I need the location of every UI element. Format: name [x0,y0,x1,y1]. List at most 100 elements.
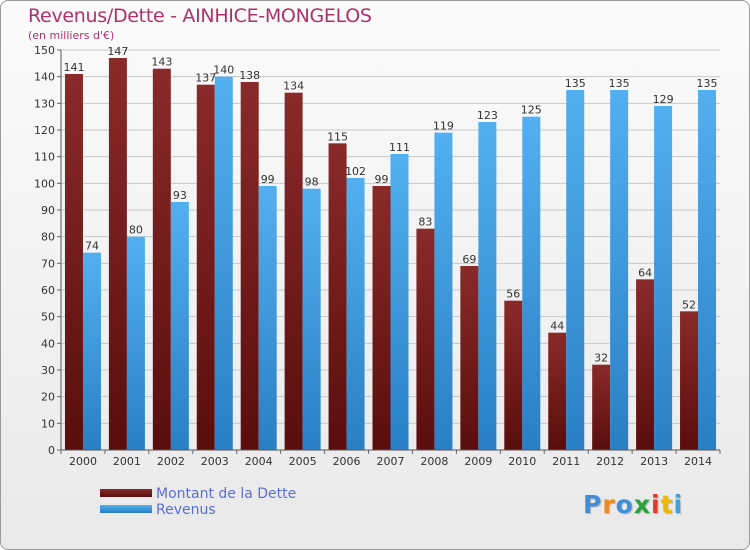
logo-letter: r [602,490,616,519]
x-tick-label: 2012 [596,455,624,468]
y-tick-label: 0 [48,444,55,457]
data-label: 64 [638,266,652,279]
logo-letter: x [633,490,651,519]
data-label: 98 [305,176,319,189]
bar-dette [372,186,391,450]
y-tick-label: 130 [34,97,55,110]
bar-dette [240,82,259,450]
x-tick-label: 2003 [201,455,229,468]
data-label: 143 [151,56,172,69]
bar-dette [152,68,171,451]
bar-revenus [126,236,145,450]
data-label: 32 [594,352,608,365]
y-tick-label: 140 [34,71,55,84]
bar-dette [680,311,699,450]
data-label: 111 [389,141,410,154]
y-tick-label: 110 [34,151,55,164]
bar-dette [416,228,435,450]
data-label: 115 [327,130,348,143]
bar-revenus [170,202,189,450]
x-tick-label: 2009 [464,455,492,468]
logo-letter: P [583,490,603,519]
data-label: 56 [506,288,520,301]
data-label: 135 [565,77,586,90]
y-tick-label: 30 [41,364,55,377]
bar-dette [284,92,303,451]
data-label: 102 [345,165,366,178]
x-tick-label: 2001 [113,455,141,468]
bar-dette [504,300,523,450]
bar-revenus [346,178,365,450]
bar-revenus [390,154,409,450]
data-label: 83 [418,216,432,229]
x-tick-label: 2014 [684,455,712,468]
y-tick-label: 120 [34,124,55,137]
y-tick-label: 10 [41,417,55,430]
data-label: 135 [609,77,630,90]
bar-dette [548,332,567,450]
legend-label-debt: Montant de la Dette [156,486,297,502]
bar-revenus [654,106,673,450]
x-tick-label: 2010 [508,455,536,468]
y-tick-label: 60 [41,284,55,297]
y-tick-label: 70 [41,257,55,270]
data-label: 125 [521,104,542,117]
data-label: 93 [173,189,187,202]
bar-dette [64,74,83,450]
data-label: 99 [375,173,389,186]
data-label: 138 [239,69,260,82]
bar-revenus [522,116,541,451]
logo-letter: o [615,490,634,519]
bar-revenus [478,122,497,450]
x-tick-label: 2000 [69,455,97,468]
bar-dette [636,279,655,450]
data-label: 135 [697,77,718,90]
y-tick-label: 150 [34,44,55,57]
bar-revenus [82,252,101,450]
data-label: 69 [462,253,476,266]
chart-subtitle: (en milliers d'€) [28,29,115,42]
axes: 0 10 20 30 40 50 60 70 80 90 100 110 120 130 140 150 200… [34,44,721,468]
x-tick-label: 2007 [377,455,405,468]
x-tick-label: 2008 [420,455,448,468]
x-tick-label: 2005 [289,455,317,468]
bar-revenus [434,132,453,450]
data-label: 147 [107,45,128,58]
bar-revenus [698,90,717,450]
data-label: 119 [433,120,454,133]
x-tick-label: 2013 [640,455,668,468]
logo-letter: i [673,490,684,519]
data-label: 80 [129,224,143,237]
data-label: 52 [682,298,696,311]
bar-revenus [302,188,321,450]
data-label: 129 [653,93,674,106]
bar-dette [196,84,215,451]
data-label: 123 [477,109,498,122]
bar-dette [592,364,611,450]
bar-dette [328,143,347,451]
y-tick-label: 20 [41,391,55,404]
data-label: 140 [213,64,234,77]
y-tick-label: 100 [34,177,55,190]
legend-swatch-debt [100,489,152,497]
data-label: 137 [195,72,216,85]
bar-revenus [258,186,277,450]
y-tick-label: 50 [41,311,55,324]
data-label: 99 [261,173,275,186]
logo-letter: t [660,490,674,519]
y-tick-label: 80 [41,231,55,244]
y-tick-label: 40 [41,337,55,350]
x-tick-label: 2004 [245,455,273,468]
legend-swatch-revenus [100,505,152,513]
x-tick-label: 2002 [157,455,185,468]
bar-dette [108,58,127,450]
data-label: 134 [283,80,304,93]
bar-revenus [566,90,585,450]
data-label: 44 [550,320,564,333]
data-label: 74 [85,240,99,253]
x-tick-label: 2006 [333,455,361,468]
legend-label-revenus: Revenus [156,502,216,518]
proxiti-logo: Proxiti [583,490,683,519]
